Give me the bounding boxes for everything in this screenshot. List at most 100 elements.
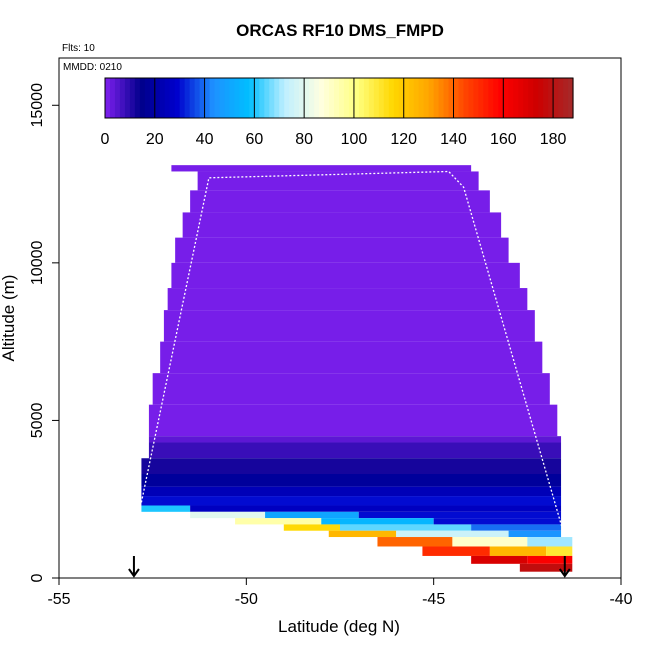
heatmap-cell bbox=[197, 171, 479, 191]
colorbar-swatch bbox=[568, 78, 574, 118]
heatmap-cell bbox=[141, 458, 562, 474]
colorbar-tick-label: 140 bbox=[440, 131, 467, 148]
colorbar-swatch bbox=[319, 78, 325, 118]
colorbar-swatch bbox=[304, 78, 310, 118]
colorbar-swatch bbox=[398, 78, 405, 118]
colorbar-swatch bbox=[134, 78, 141, 118]
colorbar-swatch bbox=[249, 78, 255, 118]
colorbar-swatch bbox=[463, 78, 470, 118]
colorbar-swatch bbox=[473, 78, 480, 118]
colorbar-swatch bbox=[533, 78, 539, 118]
colorbar-swatch bbox=[523, 78, 529, 118]
heatmap-cell bbox=[141, 496, 562, 506]
heatmap-cell bbox=[358, 511, 562, 519]
colorbar-swatch bbox=[528, 78, 534, 118]
colorbar-swatch bbox=[483, 78, 489, 118]
colorbar-swatch bbox=[179, 78, 186, 118]
heatmap-cell bbox=[190, 190, 490, 213]
colorbar-swatch bbox=[114, 78, 121, 118]
colorbar-swatch bbox=[363, 78, 370, 118]
x-axis: -55 -50 -45 -40 bbox=[47, 578, 633, 608]
flight-track-line bbox=[140, 170, 566, 538]
heatmap-cell bbox=[471, 524, 562, 531]
heatmap-cell bbox=[452, 537, 528, 547]
colorbar-swatch bbox=[393, 78, 400, 118]
colorbar-swatch bbox=[488, 78, 494, 118]
heatmap-cell bbox=[148, 442, 562, 459]
colorbar-swatch bbox=[109, 78, 116, 118]
heatmap-cell bbox=[235, 518, 322, 525]
colorbar-swatch bbox=[408, 78, 415, 118]
heatmap-cell bbox=[321, 518, 434, 525]
heatmap-cell bbox=[182, 212, 502, 238]
colorbar-swatch bbox=[453, 78, 460, 118]
heatmap-cell bbox=[527, 537, 573, 547]
heatmap-cell bbox=[519, 563, 573, 572]
colorbar-swatch bbox=[348, 78, 355, 118]
flight-track bbox=[140, 170, 566, 538]
colorbar-swatch bbox=[204, 78, 211, 118]
colorbar-tick-label: 180 bbox=[540, 131, 567, 148]
heatmap-cell bbox=[148, 436, 562, 443]
colorbar-swatch bbox=[129, 78, 136, 118]
heatmap-cell bbox=[141, 474, 562, 487]
colorbar-swatch bbox=[324, 78, 330, 118]
colorbar-swatch bbox=[169, 78, 176, 118]
heatmap-cell bbox=[175, 237, 509, 263]
colorbar-tick-label: 0 bbox=[101, 131, 110, 148]
colorbar-swatch bbox=[518, 78, 524, 118]
colorbar-swatch bbox=[124, 78, 131, 118]
colorbar-tick-label: 100 bbox=[341, 131, 368, 148]
y-tick-label: 15000 bbox=[29, 83, 46, 128]
colorbar-swatch bbox=[189, 78, 196, 118]
heatmap-cell bbox=[471, 555, 528, 564]
heatmap-cell bbox=[171, 262, 520, 289]
colorbar-swatch bbox=[224, 78, 231, 118]
colorbar-swatch bbox=[329, 78, 335, 118]
colorbar-swatch bbox=[378, 78, 385, 118]
colorbar-tick-label: 80 bbox=[295, 131, 313, 148]
heatmap-cell bbox=[152, 373, 550, 405]
heatmap-cell bbox=[396, 530, 509, 538]
colorbar-swatch bbox=[209, 78, 216, 118]
colorbar-swatch bbox=[154, 78, 161, 118]
colorbar-tick-label: 40 bbox=[196, 131, 214, 148]
colorbar-swatch bbox=[558, 78, 564, 118]
x-tick-label: -50 bbox=[235, 591, 258, 608]
colorbar-swatch bbox=[548, 78, 554, 118]
colorbar-swatch bbox=[254, 78, 260, 118]
heatmap-cell bbox=[377, 537, 453, 547]
x-tick-label: -45 bbox=[422, 591, 445, 608]
colorbar-swatch bbox=[269, 78, 275, 118]
colorbar-swatch bbox=[433, 78, 440, 118]
heatmap-cell bbox=[160, 341, 543, 374]
colorbar-swatch bbox=[284, 78, 290, 118]
y-axis: 0 5000 10000 15000 bbox=[29, 83, 59, 582]
colorbar-swatch bbox=[388, 78, 395, 118]
colorbar-swatch bbox=[493, 78, 499, 118]
chart-title: ORCAS RF10 DMS_FMPD bbox=[236, 21, 444, 40]
colorbar-swatch bbox=[229, 78, 236, 118]
colorbar-swatch bbox=[279, 78, 285, 118]
colorbar-swatch bbox=[214, 78, 221, 118]
colorbar-tick-label: 160 bbox=[490, 131, 517, 148]
colorbar-swatch bbox=[149, 78, 156, 118]
colorbar-swatch bbox=[508, 78, 514, 118]
colorbar-swatch bbox=[334, 78, 340, 118]
colorbar-swatch bbox=[259, 78, 265, 118]
colorbar-swatch bbox=[294, 78, 300, 118]
heatmap-cell bbox=[433, 518, 562, 525]
colorbar-swatch bbox=[428, 78, 435, 118]
colorbar-swatch bbox=[164, 78, 171, 118]
colorbar-swatch bbox=[219, 78, 226, 118]
colorbar-swatch bbox=[413, 78, 420, 118]
flight-arrow-head bbox=[128, 568, 140, 578]
colorbar-swatch bbox=[538, 78, 544, 118]
colorbar-swatch bbox=[144, 78, 151, 118]
y-tick-label: 5000 bbox=[29, 403, 46, 439]
heatmap-cell bbox=[546, 546, 573, 556]
flights-label: Flts: 10 bbox=[62, 43, 95, 54]
colorbar-swatch bbox=[299, 78, 305, 118]
colorbar-swatch bbox=[503, 78, 509, 118]
